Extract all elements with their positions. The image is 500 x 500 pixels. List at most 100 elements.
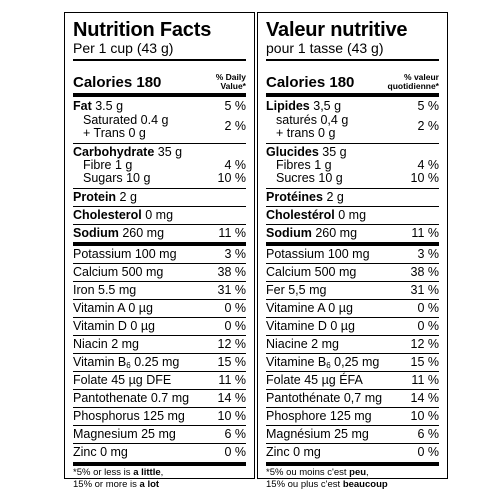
row-divider xyxy=(73,443,246,444)
footnote-bold-2: beaucoup xyxy=(342,479,388,490)
row-divider xyxy=(73,335,246,336)
row-divider xyxy=(73,353,246,354)
divider xyxy=(73,59,246,61)
footnote-middle: , 15% ou plus c'est xyxy=(266,467,369,490)
sat-trans-percent: 2 % xyxy=(417,119,439,133)
row-divider xyxy=(266,263,439,264)
calories-label: Calories 180 xyxy=(266,74,355,91)
micronutrient-percent: 10 % xyxy=(410,409,440,423)
thick-divider xyxy=(73,242,246,246)
fibre-percent: 4 % xyxy=(417,158,439,172)
footnote-prefix: *5% ou moins c'est xyxy=(266,467,350,478)
protein-label: Protéines xyxy=(266,190,323,204)
micronutrient-percent: 0 % xyxy=(417,301,439,315)
serving-size: pour 1 tasse (43 g) xyxy=(266,40,384,56)
micronutrient-text: Niacin 2 mg xyxy=(73,337,139,351)
panel-title: Valeur nutritive xyxy=(266,19,408,41)
fat-amount: 3.5 g xyxy=(95,99,124,113)
daily-value-header: % Daily Value* xyxy=(215,72,246,91)
row-divider xyxy=(266,143,439,144)
footnote-bold-1: a little xyxy=(133,467,161,478)
micronutrient-percent: 0 % xyxy=(417,319,439,333)
row-divider xyxy=(73,425,246,426)
sodium-amount: 260 mg xyxy=(315,226,358,240)
thick-divider xyxy=(266,242,439,246)
sodium-label: Sodium xyxy=(73,226,119,240)
micronutrient-text: Vitamin B6 0.25 mg xyxy=(73,355,180,370)
footnote-prefix: *5% or less is xyxy=(73,467,134,478)
cholesterol-amount: 0 mg xyxy=(145,208,174,222)
nutrition-facts-panel-french: Valeur nutritive pour 1 tasse (43 g) Cal… xyxy=(257,12,448,490)
carbohydrate-amount: 35 g xyxy=(157,145,183,159)
cholesterol-label: Cholesterol xyxy=(73,208,142,222)
micronutrient-text: Calcium 500 mg xyxy=(266,265,357,279)
saturated-text: saturés 0,4 g xyxy=(276,113,349,127)
trans-text: + trans 0 g xyxy=(276,126,336,140)
micronutrient-text: Vitamine B6 0,25 mg xyxy=(266,355,380,370)
daily-value-header: % valeur quotidienne* xyxy=(387,72,439,91)
row-divider xyxy=(266,224,439,225)
row-divider xyxy=(73,143,246,144)
saturated-text: Saturated 0.4 g xyxy=(83,113,169,127)
micronutrient-text: Vitamine A 0 µg xyxy=(266,301,353,315)
nutrition-facts-panel-english: Nutrition Facts Per 1 cup (43 g) Calorie… xyxy=(64,12,255,490)
fibre-text: Fibres 1 g xyxy=(276,158,332,172)
micronutrient-percent: 38 % xyxy=(410,265,440,279)
fat-percent: 5 % xyxy=(224,99,246,113)
micronutrient-text: Folate 45 µg DFE xyxy=(73,373,172,387)
micronutrient-text: Magnésium 25 mg xyxy=(266,427,369,441)
divider xyxy=(266,59,439,61)
row-divider xyxy=(266,335,439,336)
footnote: *5% ou moins c'est peu, 15% ou plus c'es… xyxy=(266,467,441,491)
micronutrient-text: Magnesium 25 mg xyxy=(73,427,176,441)
row-divider xyxy=(73,317,246,318)
micronutrient-percent: 31 % xyxy=(410,283,440,297)
sugars-text: Sugars 10 g xyxy=(83,171,151,185)
row-divider xyxy=(73,206,246,207)
row-divider xyxy=(73,371,246,372)
micronutrient-percent: 0 % xyxy=(224,319,246,333)
thick-divider xyxy=(266,93,439,97)
cholesterol-label: Cholestérol xyxy=(266,208,335,222)
cholesterol-amount: 0 mg xyxy=(338,208,367,222)
row-divider xyxy=(266,353,439,354)
sodium-label: Sodium xyxy=(266,226,312,240)
thick-divider xyxy=(73,462,246,466)
sodium-percent: 11 % xyxy=(411,226,439,240)
row-divider xyxy=(266,281,439,282)
micronutrient-percent: 3 % xyxy=(224,247,246,261)
micronutrient-text: Vitamin D 0 µg xyxy=(73,319,156,333)
micronutrient-percent: 3 % xyxy=(417,247,439,261)
micronutrient-percent: 12 % xyxy=(217,337,247,351)
micronutrient-text: Iron 5.5 mg xyxy=(73,283,137,297)
fat-label: Lipides xyxy=(266,99,310,113)
row-divider xyxy=(266,407,439,408)
sugars-percent: 10 % xyxy=(217,171,247,185)
micronutrient-text: Pantothenate 0.7 mg xyxy=(73,391,190,405)
trans-text: + Trans 0 g xyxy=(83,126,146,140)
row-divider xyxy=(73,188,246,189)
footnote: *5% or less is a little, 15% or more is … xyxy=(73,467,248,491)
fibre-percent: 4 % xyxy=(224,158,246,172)
footnote-bold-2: a lot xyxy=(139,479,160,490)
calories-label: Calories 180 xyxy=(73,74,162,91)
micronutrient-text: Fer 5,5 mg xyxy=(266,283,327,297)
panel-title: Nutrition Facts xyxy=(73,19,212,41)
thick-divider xyxy=(266,462,439,466)
micronutrient-percent: 6 % xyxy=(417,427,439,441)
fat-label: Fat xyxy=(73,99,92,113)
protein-label: Protein xyxy=(73,190,117,204)
micronutrient-percent: 15 % xyxy=(410,355,440,369)
sat-trans-percent: 2 % xyxy=(224,119,246,133)
fat-percent: 5 % xyxy=(417,99,439,113)
protein-amount: 2 g xyxy=(119,190,137,204)
micronutrient-text: Pantothénate 0,7 mg xyxy=(266,391,383,405)
micronutrient-percent: 12 % xyxy=(410,337,440,351)
protein-amount: 2 g xyxy=(326,190,344,204)
micronutrient-text: Vitamin A 0 µg xyxy=(73,301,153,315)
micronutrient-text: Potassium 100 mg xyxy=(73,247,177,261)
micronutrient-percent: 11 % xyxy=(218,373,246,387)
micronutrient-percent: 31 % xyxy=(217,283,247,297)
row-divider xyxy=(266,371,439,372)
footnote-bold-1: peu xyxy=(349,467,367,478)
